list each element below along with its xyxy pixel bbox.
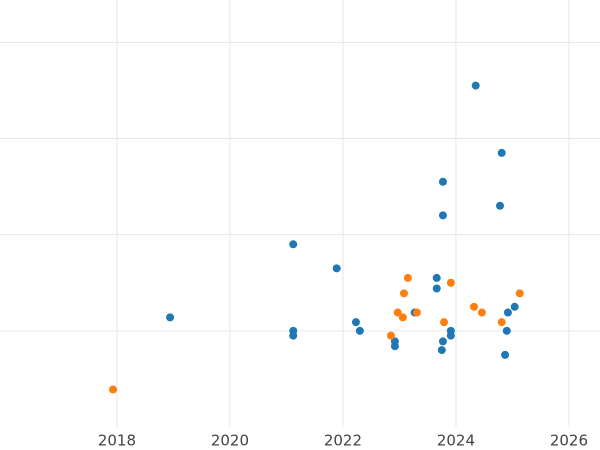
point [501,350,510,359]
point [390,342,399,351]
point [438,211,447,220]
point [108,385,117,394]
point [386,331,395,340]
point [471,81,480,90]
point [470,302,479,311]
point [438,337,447,346]
x-tick-label: 2020 [211,432,249,450]
x-tick-label: 2024 [437,432,475,450]
point [399,289,408,298]
point [502,326,511,335]
point [166,313,175,322]
point [332,264,341,273]
point [497,318,506,327]
point [503,308,512,317]
x-tick-label: 2018 [98,432,136,450]
point [289,331,298,340]
point [351,318,360,327]
point [403,273,412,282]
point [510,302,519,311]
point [412,308,421,317]
point [355,326,364,335]
point [393,308,402,317]
point [438,177,447,186]
point [446,331,455,340]
point [437,346,446,355]
point [432,273,441,282]
point [515,289,524,298]
x-tick-label: 2026 [550,432,588,450]
point [289,240,298,249]
x-tick-label: 2022 [324,432,362,450]
point [446,278,455,287]
point [477,308,486,317]
point [432,284,441,293]
point [398,313,407,322]
point [496,201,504,210]
point [497,148,506,157]
point [440,318,449,327]
